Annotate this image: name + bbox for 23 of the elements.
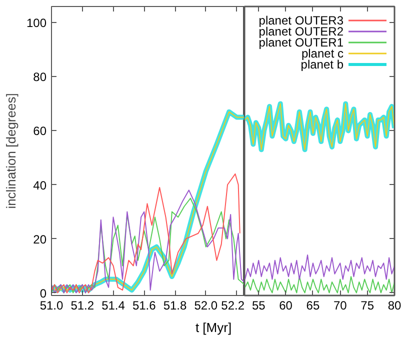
y-tick-label: 40: [33, 178, 47, 192]
y-tick-label: 0: [40, 286, 47, 300]
x-tick-label: 51.6: [132, 298, 156, 312]
legend-label: planet c: [301, 46, 344, 60]
x-axis-title: t [Myr]: [195, 320, 232, 335]
x-tick-label: 55: [252, 298, 266, 312]
x-tick-label: 51.4: [102, 298, 126, 312]
y-tick-label: 60: [33, 124, 47, 138]
x-tick-label: 70: [333, 298, 348, 312]
x-tick-label: 52.2: [221, 298, 245, 312]
x-tick-label: 60: [279, 298, 293, 312]
y-tick-label: 100: [26, 16, 47, 30]
x-tick-label: 80: [388, 298, 402, 312]
x-tick-label: 51.2: [70, 298, 94, 312]
x-tick-label: 51.8: [163, 298, 188, 312]
legend-label: planet OUTER3: [258, 14, 344, 28]
y-axis-title: inclination [degrees]: [3, 93, 18, 209]
y-tick-label: 80: [33, 70, 47, 84]
y-tick-label: 20: [33, 232, 47, 246]
x-tick-label: 75: [360, 298, 374, 312]
x-tick-label: 52.0: [194, 298, 218, 312]
x-tick-label: 65: [306, 298, 320, 312]
x-tick-label: 51.0: [40, 298, 64, 312]
